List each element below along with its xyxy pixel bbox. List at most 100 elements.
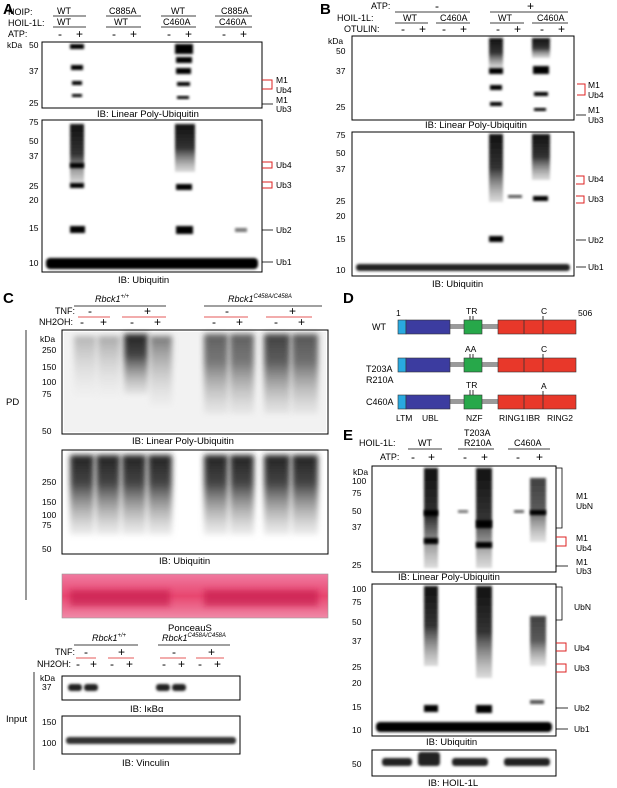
panel-e-g1-plus: +	[428, 450, 435, 464]
panel-e-b2-ub3: Ub3	[574, 663, 590, 673]
panel-b-b1-m50: 50	[336, 46, 346, 56]
panel-b-b1-m1b: M1	[588, 105, 600, 115]
panel-b-b2-m75: 75	[336, 130, 346, 140]
panel-a-g1-hoip: WT	[57, 6, 71, 16]
panel-a-b2-m25: 25	[29, 181, 39, 191]
panel-c-nh-4: +	[154, 315, 161, 329]
panel-b: B ATP: HOIL-1L: OTULIN: - + WT C460A WT …	[320, 0, 604, 290]
panel-a-blot1	[41, 41, 263, 109]
panel-a-row-hoil: HOIL-1L:	[8, 18, 45, 28]
panel-e: E HOIL-1L: ATP: WT T203A R210A C460A - +…	[343, 427, 593, 788]
panel-e-b2-m15: 15	[352, 702, 362, 712]
panel-c-b1-ib: IB: Linear Poly-Ubiquitin	[132, 436, 234, 447]
panel-b-row-otulin: OTULIN:	[344, 24, 380, 34]
panel-b-label: B	[320, 1, 331, 18]
panel-b-g1-ot-plus: +	[419, 22, 426, 36]
panel-e-g1-minus: -	[411, 450, 415, 464]
panel-a-g3-hoip: WT	[171, 6, 185, 16]
panel-b-b2-m50: 50	[336, 148, 346, 158]
panel-b-b2-ub3: Ub3	[588, 194, 604, 204]
panel-c-b1-m50: 50	[42, 426, 52, 436]
panel-a-b1-ub4: Ub4	[276, 85, 292, 95]
panel-c-b4-ib: IB: Vinculin	[122, 758, 169, 769]
panel-d-dom-ring2: RING2	[547, 413, 573, 423]
panel-e-b1-m37: 37	[352, 522, 362, 532]
panel-c-input-genotype-mut: Rbck1C458A/C458A	[162, 633, 226, 643]
panel-c-b2-m75: 75	[42, 520, 52, 530]
panel-e-blot2	[371, 583, 557, 737]
panel-d-label: D	[343, 290, 354, 307]
panel-c-tnf-1: -	[88, 304, 92, 318]
panel-c-b1-m150: 150	[42, 362, 56, 372]
panel-e-b1-m1b: M1	[576, 533, 588, 543]
panel-a-g2-atp-plus: +	[130, 27, 137, 41]
panel-a-b2-ub2: Ub2	[276, 225, 292, 235]
panel-d-dom-nzf: NZF	[466, 413, 483, 423]
panel-b-b2-ub2: Ub2	[588, 235, 604, 245]
panel-c-genotype-wt: Rbck1+/+	[95, 294, 130, 304]
panel-b-kda: kDa	[328, 36, 343, 46]
panel-a-g4-atp-plus: +	[240, 27, 247, 41]
panel-a-g2-atp-minus: -	[112, 27, 116, 41]
panel-c-row-tnf: TNF:	[55, 306, 75, 316]
panel-d-c1-bar	[397, 319, 577, 335]
panel-c-input-nh-1: -	[76, 657, 80, 671]
panel-c-input-nh-2: +	[90, 657, 97, 671]
panel-c-nh-2: +	[100, 315, 107, 329]
panel-d-c3-name: C460A	[366, 397, 394, 407]
panel-b-b2-m25: 25	[336, 196, 346, 206]
panel-b-b1-m37: 37	[336, 66, 346, 76]
panel-a-b2-m20: 20	[29, 195, 39, 205]
panel-e-b1-ubn: UbN	[576, 501, 593, 511]
panel-e-g2-hoil: T203A	[464, 428, 491, 438]
panel-b-row-hoil: HOIL-1L:	[337, 13, 374, 23]
panel-c-input-nh-5: -	[162, 657, 166, 671]
panel-c-nh-7: -	[274, 315, 278, 329]
panel-e-b1-ub4: Ub4	[576, 543, 592, 553]
panel-d-dom-ibr: IBR	[526, 413, 540, 423]
panel-d-c2-name2: R210A	[366, 375, 394, 385]
panel-c-input-nh-6: +	[178, 657, 185, 671]
panel-e-row-hoil: HOIL-1L:	[359, 438, 396, 448]
panel-c-nh-6: +	[236, 315, 243, 329]
panel-a-g2-hoip: C885A	[109, 6, 137, 16]
panel-d-c1-name: WT	[372, 322, 386, 332]
panel-c-input: Input	[6, 714, 27, 725]
panel-b-g4-ot-plus: +	[558, 22, 565, 36]
panel-c-b3-ib: IB: IκBα	[130, 704, 164, 715]
panel-c-b2-m100: 100	[42, 510, 56, 520]
panel-d-dom-ring1: RING1	[499, 413, 525, 423]
panel-e-g3-minus: -	[516, 450, 520, 464]
panel-e-b2-ub4: Ub4	[574, 643, 590, 653]
panel-e-g1-hoil: WT	[418, 438, 432, 448]
panel-e-g2-plus: +	[481, 450, 488, 464]
panel-a-b2-m10: 10	[29, 258, 39, 268]
panel-c-input-row-nh2oh: NH2OH:	[37, 659, 71, 669]
panel-e-b1-ib: IB: Linear Poly-Ubiquitin	[398, 572, 500, 583]
panel-c-b4-m100: 100	[42, 738, 56, 748]
panel-c-input-tnf-3: -	[172, 645, 176, 659]
panel-c-b2-ib: IB: Ubiquitin	[159, 556, 210, 567]
panel-c-pd: PD	[6, 397, 19, 408]
panel-c-b1-m100: 100	[42, 377, 56, 387]
panel-e-b1-m50: 50	[352, 506, 362, 516]
panel-b-g1-ot-minus: -	[401, 22, 405, 36]
panel-e-b2-m100: 100	[352, 584, 366, 594]
panel-a-g4-hoip: C885A	[221, 6, 249, 16]
panel-b-b2-ub1: Ub1	[588, 262, 604, 272]
panel-e-g3-hoil: C460A	[514, 438, 542, 448]
panel-c-input-kda: kDa	[40, 673, 55, 683]
panel-c-kda: kDa	[40, 334, 55, 344]
panel-c-b2-m50: 50	[42, 544, 52, 554]
panel-c-input-tnf-2: +	[118, 645, 125, 659]
panel-a-b2-ib: IB: Ubiquitin	[118, 275, 169, 286]
panel-a-b2-ub3: Ub3	[276, 180, 292, 190]
panel-b-g4-ot-minus: -	[540, 22, 544, 36]
panel-a-g3-atp-plus: +	[185, 27, 192, 41]
panel-b-b2-m10: 10	[336, 265, 346, 275]
panel-e-b2-ub2: Ub2	[574, 703, 590, 713]
panel-c-nh-5: -	[212, 315, 216, 329]
panel-e-b1-m25: 25	[352, 560, 362, 570]
panel-e-b2-ib: IB: Ubiquitin	[426, 737, 477, 748]
